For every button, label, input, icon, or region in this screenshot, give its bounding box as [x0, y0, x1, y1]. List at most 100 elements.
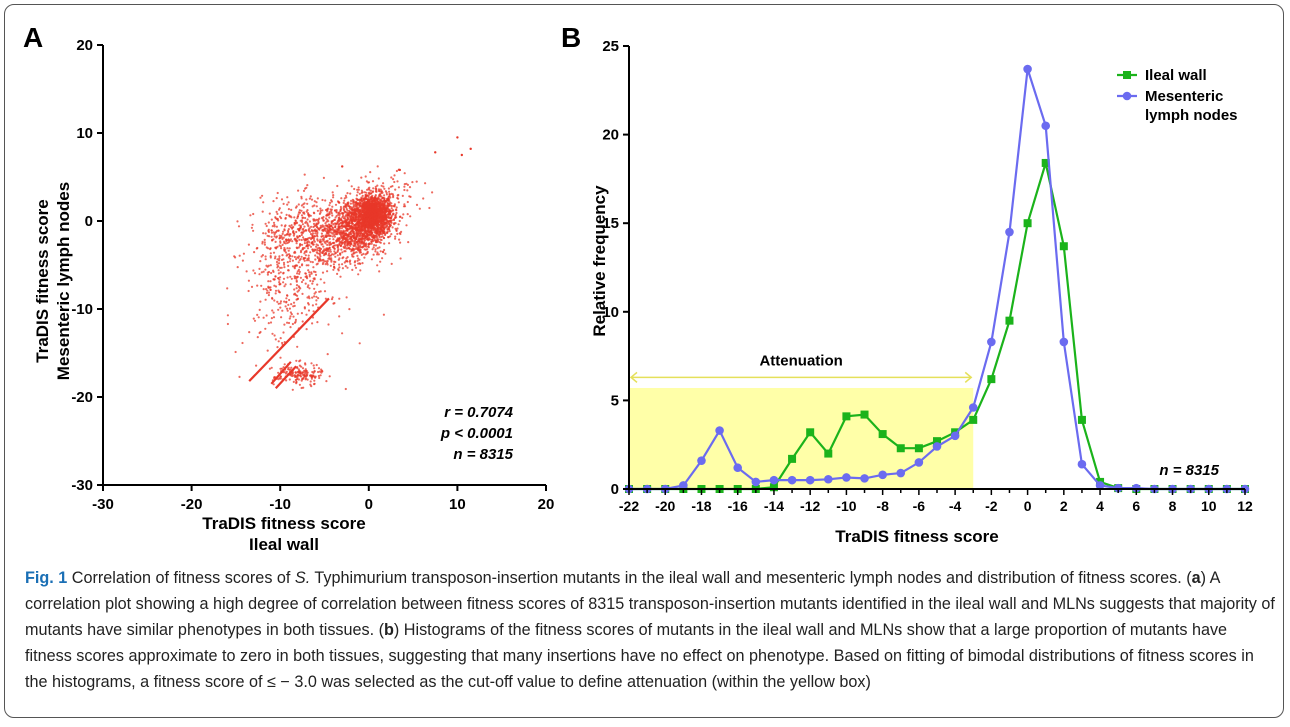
scatter-point	[367, 246, 370, 249]
frequency-y-tick-label: 0	[611, 481, 619, 498]
scatter-point	[345, 196, 348, 199]
scatter-point	[379, 222, 383, 225]
scatter-point	[359, 228, 362, 231]
scatter-point	[297, 213, 300, 216]
scatter-point	[306, 218, 309, 221]
scatter-point	[321, 262, 324, 266]
scatter-point	[403, 188, 406, 192]
scatter-point	[336, 184, 339, 188]
scatter-point	[267, 322, 270, 325]
scatter-point	[329, 234, 332, 238]
scatter-point	[286, 196, 289, 199]
scatter-point	[352, 209, 356, 212]
scatter-point	[296, 345, 299, 348]
series-point-ileal-wall	[969, 415, 978, 424]
scatter-point	[406, 200, 409, 204]
scatter-point	[370, 212, 374, 215]
series-point-mln	[769, 475, 779, 485]
scatter-point	[343, 199, 346, 202]
scatter-point	[356, 234, 359, 237]
frequency-x-tick-label: 4	[1096, 498, 1104, 514]
scatter-point	[306, 222, 309, 225]
scatter-point	[321, 259, 324, 262]
scatter-point	[303, 229, 306, 232]
scatter-point	[396, 180, 399, 183]
scatter-point	[287, 269, 290, 272]
scatter-point	[313, 295, 316, 298]
scatter-point	[278, 244, 281, 247]
scatter-point	[286, 247, 289, 250]
scatter-point	[268, 212, 271, 215]
scatter-point	[277, 277, 280, 280]
scatter-point	[374, 250, 377, 253]
scatter-point	[280, 258, 284, 261]
scatter-point	[383, 187, 386, 190]
scatter-point	[400, 230, 403, 233]
scatter-point	[300, 375, 303, 378]
scatter-point	[266, 289, 269, 292]
scatter-point	[392, 194, 395, 197]
scatter-point	[304, 272, 307, 275]
scatter-point	[361, 217, 364, 220]
scatter-point	[304, 187, 307, 190]
scatter-point	[325, 230, 328, 233]
scatter-point	[301, 367, 305, 370]
scatter-point	[317, 222, 320, 225]
scatter-point	[372, 253, 375, 256]
scatter-point	[284, 216, 287, 220]
scatter-point	[315, 201, 318, 204]
scatter-point	[295, 284, 299, 287]
scatter-point	[330, 210, 333, 213]
scatter-x-tick-label: 0	[365, 496, 373, 513]
scatter-point	[288, 247, 291, 250]
scatter-point	[313, 225, 316, 228]
scatter-point	[303, 225, 306, 228]
scatter-point	[267, 270, 271, 274]
scatter-point	[287, 208, 290, 211]
scatter-point	[368, 212, 371, 215]
frequency-x-tick-label: -22	[619, 498, 639, 514]
series-point-mln	[1041, 121, 1051, 131]
scatter-point	[373, 197, 376, 200]
scatter-point	[278, 234, 281, 237]
scatter-point	[326, 239, 329, 242]
scatter-point	[381, 200, 384, 203]
scatter-point	[342, 201, 345, 204]
scatter-point	[302, 258, 305, 261]
scatter-point	[258, 308, 261, 311]
scatter-point	[278, 255, 281, 258]
scatter-point	[292, 234, 295, 237]
scatter-point	[387, 221, 390, 224]
scatter-point	[350, 199, 353, 202]
scatter-point	[375, 190, 378, 193]
series-point-mln	[1023, 64, 1032, 74]
scatter-point	[342, 235, 345, 239]
scatter-point	[300, 214, 304, 217]
legend-marker-square	[1123, 71, 1131, 79]
scatter-point	[268, 286, 271, 289]
scatter-point	[280, 217, 283, 220]
scatter-point	[306, 202, 309, 205]
scatter-point	[265, 288, 268, 291]
scatter-point	[396, 227, 399, 230]
scatter-point	[307, 309, 311, 312]
scatter-point	[352, 247, 355, 251]
scatter-point	[276, 217, 279, 220]
scatter-point	[343, 205, 346, 208]
frequency-x-tick-label: 0	[1024, 498, 1032, 514]
scatter-point	[318, 217, 321, 220]
scatter-point	[307, 212, 310, 215]
scatter-point	[298, 272, 301, 275]
frequency-plot: Attenuation -22 -20 -18 -16 -14 -12 -10 -8 -6 -4-…	[590, 38, 1253, 546]
scatter-point	[279, 300, 283, 303]
scatter-point	[399, 241, 402, 244]
scatter-point	[302, 206, 305, 209]
scatter-point	[369, 197, 372, 200]
scatter-point	[303, 374, 306, 377]
scatter-point	[274, 285, 278, 288]
frequency-ylabel: Relative frequency	[590, 185, 609, 337]
scatter-point	[395, 206, 398, 209]
scatter-point	[386, 201, 389, 205]
caption-panel-b-ref: b	[384, 621, 394, 639]
scatter-point	[361, 262, 364, 265]
